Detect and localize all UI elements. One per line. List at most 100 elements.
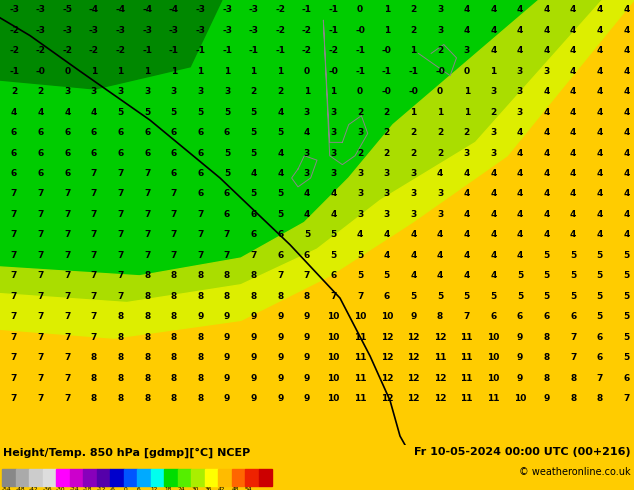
Text: 10: 10: [327, 333, 340, 342]
Text: 6: 6: [277, 230, 283, 240]
Text: 5: 5: [277, 128, 283, 137]
Text: 1: 1: [117, 67, 124, 75]
Text: 5: 5: [117, 108, 124, 117]
Text: -1: -1: [222, 46, 232, 55]
Text: 0: 0: [124, 488, 127, 490]
Text: -2: -2: [302, 46, 312, 55]
Text: 8: 8: [277, 292, 283, 301]
Text: -2: -2: [9, 46, 19, 55]
Text: 2: 2: [37, 87, 44, 96]
Text: 6: 6: [197, 148, 204, 158]
Text: 9: 9: [304, 353, 310, 362]
Text: 54: 54: [245, 488, 252, 490]
Text: 4: 4: [570, 26, 576, 35]
Text: 7: 7: [11, 292, 17, 301]
Text: -24: -24: [70, 488, 79, 490]
Text: 6: 6: [11, 169, 17, 178]
Text: 6: 6: [597, 333, 603, 342]
Text: -1: -1: [9, 67, 19, 75]
Text: 9: 9: [304, 374, 310, 383]
Text: -0: -0: [382, 87, 392, 96]
Text: 7: 7: [224, 251, 230, 260]
Text: 8: 8: [144, 353, 150, 362]
Text: 4: 4: [11, 108, 17, 117]
Text: 10: 10: [487, 353, 500, 362]
Text: 7: 7: [597, 374, 603, 383]
Text: 11: 11: [460, 333, 473, 342]
Text: 9: 9: [224, 333, 230, 342]
Text: 5: 5: [623, 271, 630, 280]
Text: 3: 3: [64, 87, 70, 96]
Text: -12: -12: [96, 488, 106, 490]
Text: 4: 4: [543, 148, 550, 158]
Text: 7: 7: [117, 251, 124, 260]
Text: 4: 4: [277, 169, 283, 178]
Text: 4: 4: [517, 46, 523, 55]
Text: 4: 4: [517, 230, 523, 240]
Text: 5: 5: [597, 292, 603, 301]
Text: 6: 6: [11, 128, 17, 137]
Text: 4: 4: [543, 190, 550, 198]
Text: 8: 8: [543, 353, 550, 362]
Text: 4: 4: [410, 251, 417, 260]
Text: 8: 8: [144, 394, 150, 403]
Text: 6: 6: [117, 148, 124, 158]
Text: 4: 4: [623, 108, 630, 117]
Text: 7: 7: [117, 271, 124, 280]
Text: 9: 9: [277, 374, 283, 383]
Text: -0: -0: [408, 87, 418, 96]
Text: 4: 4: [330, 210, 337, 219]
Text: 6: 6: [37, 148, 44, 158]
Text: 7: 7: [91, 271, 97, 280]
Text: 8: 8: [197, 394, 204, 403]
Text: -2: -2: [9, 26, 19, 35]
Text: -3: -3: [169, 26, 179, 35]
Text: 4: 4: [490, 190, 496, 198]
Text: 6: 6: [197, 128, 204, 137]
Text: 9: 9: [250, 374, 257, 383]
Text: -1: -1: [382, 67, 392, 75]
Text: -2: -2: [275, 5, 285, 14]
Text: 6: 6: [623, 374, 630, 383]
Text: 4: 4: [570, 230, 576, 240]
Text: 8: 8: [197, 353, 204, 362]
Text: 3: 3: [330, 108, 337, 117]
Text: -36: -36: [42, 488, 52, 490]
Text: 4: 4: [517, 251, 523, 260]
Text: 4: 4: [517, 5, 523, 14]
Text: -2: -2: [302, 26, 312, 35]
Text: 4: 4: [463, 190, 470, 198]
Text: 0: 0: [304, 67, 310, 75]
Bar: [178, 469, 191, 487]
Text: 48: 48: [231, 488, 239, 490]
Text: 6: 6: [197, 190, 204, 198]
Text: 6: 6: [37, 128, 44, 137]
Text: 7: 7: [144, 210, 150, 219]
Text: 1: 1: [144, 67, 150, 75]
Text: 8: 8: [197, 271, 204, 280]
Text: 7: 7: [330, 292, 337, 301]
Text: 3: 3: [490, 148, 496, 158]
Text: 6: 6: [277, 251, 283, 260]
Text: 4: 4: [277, 108, 283, 117]
Text: 3: 3: [117, 87, 124, 96]
Text: 2: 2: [384, 148, 390, 158]
Text: 0: 0: [357, 87, 363, 96]
Text: 4: 4: [304, 190, 310, 198]
Text: 8: 8: [91, 353, 97, 362]
Text: 4: 4: [597, 67, 603, 75]
Text: Fr 10-05-2024 00:00 UTC (00+216): Fr 10-05-2024 00:00 UTC (00+216): [415, 447, 631, 457]
Text: 6: 6: [490, 312, 496, 321]
Text: -1: -1: [328, 5, 339, 14]
Text: 5: 5: [224, 108, 230, 117]
Text: 9: 9: [250, 353, 257, 362]
Text: 5: 5: [570, 251, 576, 260]
Text: 4: 4: [490, 169, 496, 178]
Text: 7: 7: [11, 251, 17, 260]
Polygon shape: [0, 0, 602, 302]
Text: -3: -3: [142, 26, 152, 35]
Text: -2: -2: [89, 46, 99, 55]
Text: 7: 7: [64, 190, 70, 198]
Text: -3: -3: [222, 5, 232, 14]
Text: 5: 5: [357, 271, 363, 280]
